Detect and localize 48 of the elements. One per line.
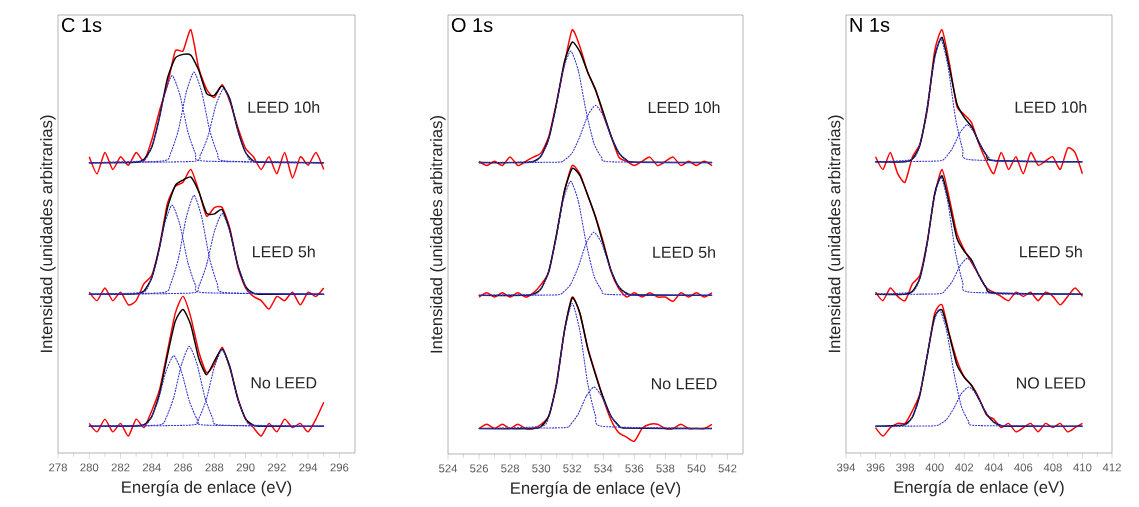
x-tick-label: 412	[1102, 463, 1121, 472]
x-tick-label: 292	[267, 463, 286, 472]
annotation: LEED 10h	[1015, 101, 1087, 113]
x-tick-label: 526	[470, 464, 489, 473]
x-tick-label: 402	[955, 463, 974, 472]
x-axis-title: Energía de enlace (eV)	[511, 481, 681, 498]
x-tick-label: 530	[532, 464, 551, 473]
y-axis-title: Intensidad (unidades arbitrarias)	[430, 116, 446, 353]
x-tick-label: 400	[925, 463, 944, 472]
x-tick-label: 396	[866, 463, 885, 472]
x-tick-label: 286	[174, 463, 193, 472]
x-tick-label: 540	[687, 464, 706, 473]
x-tick-label: 288	[205, 463, 224, 472]
x-axis-title: Energía de enlace (eV)	[122, 480, 292, 497]
annotation: NO LEED	[1017, 377, 1086, 389]
x-tick-label: 294	[299, 463, 318, 472]
annotation: LEED 5h	[1020, 245, 1082, 258]
x-tick-label: 398	[896, 463, 915, 472]
x-tick-label: 282	[111, 463, 130, 472]
annotation: LEED 5h	[253, 245, 315, 258]
y-axis-title: Intensidad (unidades arbitrarias)	[40, 115, 56, 352]
x-tick-label: 278	[49, 463, 67, 472]
x-tick-label: 406	[1014, 463, 1033, 472]
annotation: LEED 10h	[648, 101, 720, 114]
y-axis-title: Intensidad (unidades arbitrarias)	[828, 115, 844, 352]
x-tick-label: 528	[501, 464, 520, 473]
x-tick-label: 536	[625, 464, 644, 473]
annotation: LEED 5h	[653, 246, 715, 258]
x-tick-label: 394	[836, 463, 856, 472]
x-tick-label: 410	[1073, 463, 1092, 472]
annotation: No LEED	[651, 378, 717, 390]
x-tick-label: 408	[1043, 463, 1062, 472]
x-tick-label: 532	[563, 464, 582, 473]
x-tick-label: 404	[984, 463, 1003, 472]
x-tick-label: 542	[718, 464, 737, 473]
x-tick-label: 296	[330, 463, 349, 472]
x-tick-label: 538	[656, 464, 675, 473]
chart-title: C 1s	[61, 17, 102, 33]
x-tick-label: 284	[142, 463, 161, 472]
chart-title: N 1s	[850, 17, 890, 32]
x-tick-label: 280	[80, 463, 99, 472]
x-tick-label: 534	[594, 464, 613, 473]
x-tick-label: 524	[439, 464, 458, 473]
x-axis-title: Energía de enlace (eV)	[894, 480, 1064, 497]
annotation: LEED 10h	[248, 101, 320, 113]
chart-title: O 1s	[451, 17, 493, 33]
x-tick-label: 290	[236, 463, 255, 472]
annotation: No LEED	[251, 377, 317, 389]
